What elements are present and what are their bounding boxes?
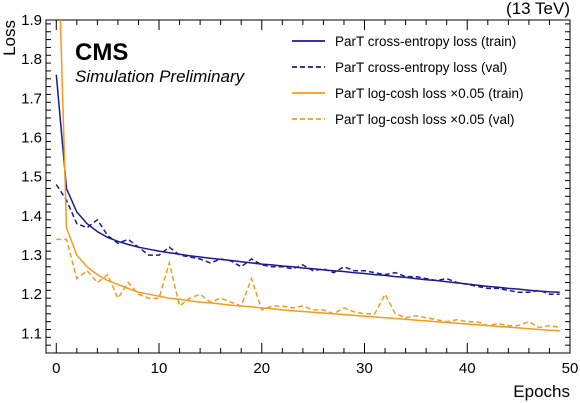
- y-tick-label: 1.5: [21, 169, 42, 186]
- legend-label-1: ParT cross-entropy loss (val): [335, 60, 507, 75]
- series-line-1: [55, 184, 560, 295]
- y-tick-label: 1.7: [21, 90, 42, 107]
- x-tick-label: 50: [562, 360, 579, 377]
- x-tick-label: 30: [356, 360, 373, 377]
- cms-sub-label: Simulation Preliminary: [75, 67, 246, 86]
- x-tick-label: 0: [52, 360, 60, 377]
- x-tick-label: 10: [151, 360, 168, 377]
- y-tick-label: 1.4: [21, 208, 42, 225]
- y-axis-label: Loss: [0, 20, 19, 56]
- x-axis-label: Epochs: [513, 382, 570, 401]
- x-tick-label: 20: [253, 360, 270, 377]
- series-line-0: [55, 74, 560, 294]
- cms-label: CMS: [75, 39, 128, 66]
- series-line-3: [56, 238, 560, 329]
- series-lines: [55, 20, 560, 332]
- y-tick-label: 1.8: [21, 51, 42, 68]
- axis-ticks: [46, 20, 571, 354]
- series-line-2: [59, 20, 560, 332]
- y-tick-label: 1.9: [21, 12, 42, 29]
- legend-label-0: ParT cross-entropy loss (train): [335, 34, 516, 49]
- legend-label-2: ParT log-cosh loss ×0.05 (train): [335, 86, 523, 101]
- y-tick-label: 1.1: [21, 325, 42, 342]
- energy-label: (13 TeV): [506, 0, 570, 18]
- legend-label-3: ParT log-cosh loss ×0.05 (val): [335, 112, 514, 127]
- y-tick-label: 1.6: [21, 130, 42, 147]
- legend: ParT cross-entropy loss (train) ParT cros…: [292, 34, 523, 127]
- x-tick-label: 40: [459, 360, 476, 377]
- plot-frame: [45, 19, 571, 354]
- y-tick-label: 1.2: [21, 286, 42, 303]
- y-tick-label: 1.3: [21, 247, 42, 264]
- axis-tick-labels: 0 10 20 30 40 50 1.1 1.2 1.3 1.4 1.5 1.6 1.7 1.8 1.9: [21, 12, 578, 377]
